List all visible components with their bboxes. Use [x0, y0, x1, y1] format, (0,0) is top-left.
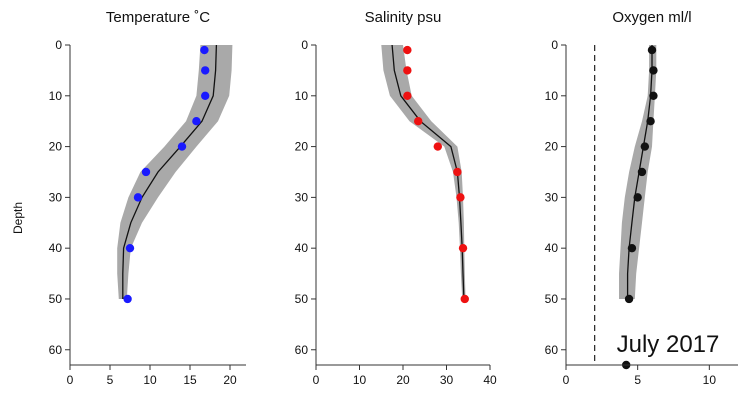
data-point	[403, 91, 412, 100]
y-tick-label: 60	[295, 343, 309, 357]
uncertainty-band	[619, 45, 657, 299]
panel-oxygen: Oxygen ml/l 0 10 20 30 40 50 60 0 5 10	[545, 9, 738, 387]
y-tick-label: 30	[295, 190, 309, 204]
data-point	[433, 142, 442, 151]
y-tick-label: 30	[545, 190, 559, 204]
data-point	[414, 116, 423, 126]
data-point	[192, 116, 201, 126]
x-tick-label: 0	[67, 373, 74, 387]
data-point	[123, 294, 132, 304]
data-point	[649, 91, 658, 100]
y-tick-label: 50	[545, 292, 559, 306]
data-point	[646, 116, 655, 126]
data-point	[640, 142, 650, 151]
data-point	[460, 294, 469, 304]
y-tick-label: 10	[295, 89, 309, 103]
x-tick-label: 5	[634, 373, 641, 387]
y-tick-label: 0	[55, 38, 62, 52]
x-tick-label: 20	[396, 373, 410, 387]
y-tick-label: 50	[295, 292, 309, 306]
data-point	[403, 45, 412, 55]
y-tick-label: 10	[545, 89, 559, 103]
x-tick-label: 10	[703, 373, 717, 387]
data-point	[200, 45, 209, 55]
panel-temperature: Temperature ˚C 0 10 20 30 40 50 60 0 5 10 15 20	[49, 9, 246, 387]
uncertainty-band	[381, 45, 466, 299]
y-tick-label: 20	[49, 140, 63, 154]
x-tick-label: 0	[313, 373, 320, 387]
panel-salinity: Salinity psu 0 10 20 30 40 50 60 0 10 20 30 40	[295, 9, 497, 387]
y-axis-label: Depth	[11, 202, 25, 234]
y-tick-label: 20	[545, 140, 559, 154]
y-tick-label: 60	[545, 343, 559, 357]
panel-title: Temperature ˚C	[106, 9, 210, 26]
y-tick-label: 0	[551, 38, 558, 52]
y-tick-label: 50	[49, 292, 63, 306]
data-point	[633, 193, 642, 202]
y-tick-label: 0	[301, 38, 308, 52]
data-point	[624, 294, 634, 304]
data-point	[133, 193, 143, 202]
x-tick-label: 20	[223, 373, 237, 387]
x-tick-label: 10	[143, 373, 157, 387]
y-tick-label: 30	[49, 190, 63, 204]
x-tick-label: 15	[183, 373, 197, 387]
data-point	[647, 45, 657, 55]
y-tick-label: 10	[49, 89, 63, 103]
panel-title: Salinity psu	[365, 9, 442, 26]
y-tick-label: 40	[295, 241, 309, 255]
data-point	[649, 66, 658, 75]
data-point	[458, 243, 468, 253]
uncertainty-band	[117, 45, 233, 299]
x-tick-label: 0	[563, 373, 570, 387]
x-tick-label: 30	[440, 373, 454, 387]
y-tick-label: 40	[545, 241, 559, 255]
data-point	[125, 243, 135, 253]
annotation-label: July 2017	[617, 331, 720, 358]
mean-line	[122, 44, 218, 299]
x-tick-label: 5	[107, 373, 114, 387]
y-tick-label: 60	[49, 343, 63, 357]
x-tick-label: 40	[483, 373, 497, 387]
data-point	[637, 167, 647, 177]
data-point	[456, 193, 465, 202]
data-point	[453, 167, 462, 177]
y-tick-label: 40	[49, 241, 63, 255]
data-point	[201, 66, 210, 75]
y-tick-label: 20	[295, 140, 309, 154]
x-tick-label: 10	[353, 373, 367, 387]
data-point	[403, 66, 412, 75]
data-point	[201, 91, 210, 100]
panel-title: Oxygen ml/l	[612, 9, 691, 26]
data-point	[177, 142, 187, 151]
data-point	[141, 167, 151, 177]
data-point	[627, 243, 637, 253]
